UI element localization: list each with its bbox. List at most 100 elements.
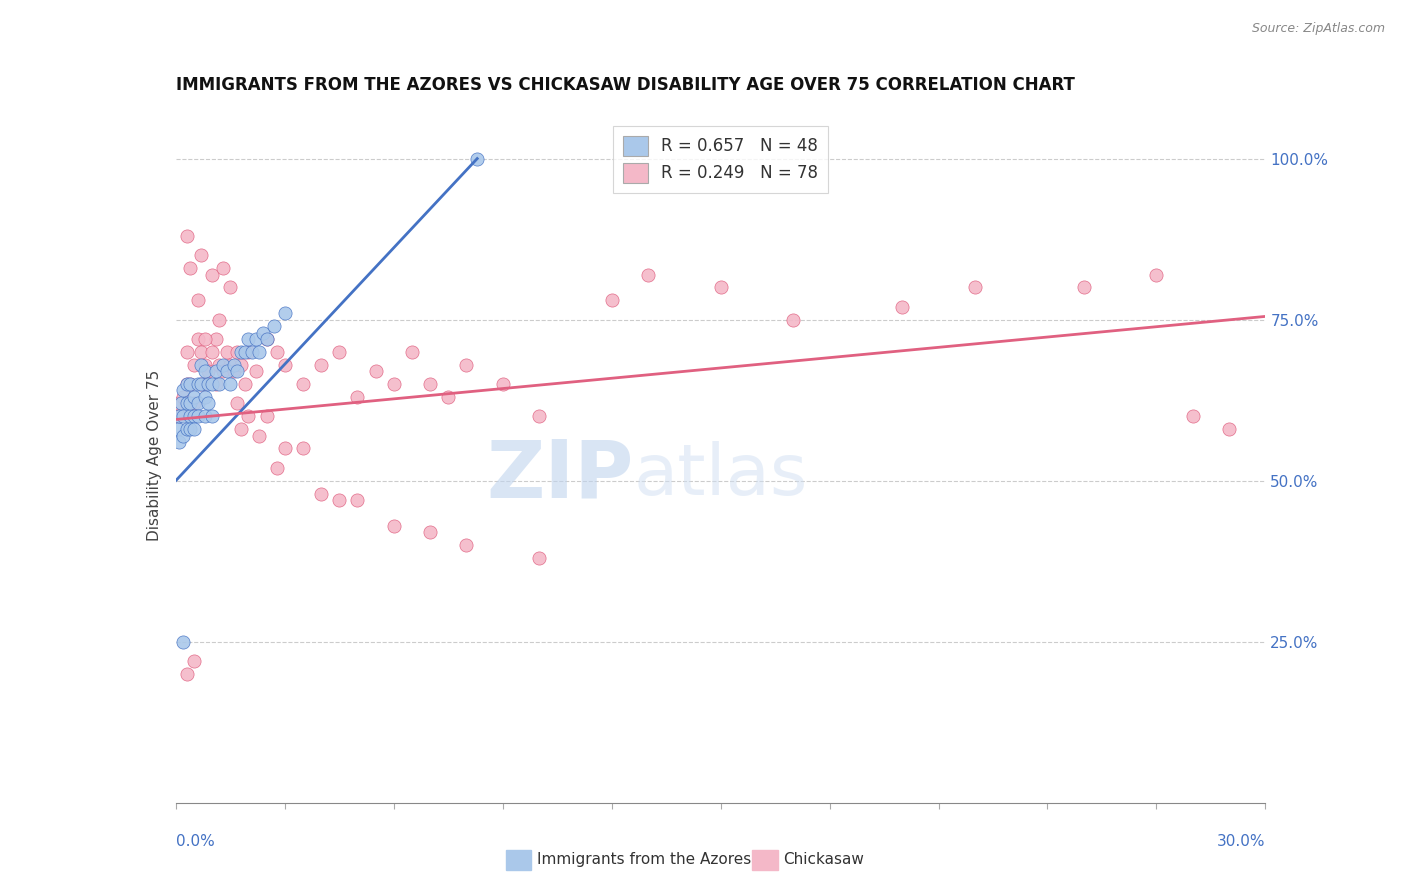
- Point: [172, 428, 194, 442]
- Point: [219, 280, 242, 294]
- Point: [204, 332, 226, 346]
- Point: [179, 409, 201, 424]
- Point: [492, 377, 515, 392]
- Point: [183, 654, 205, 668]
- Point: [963, 280, 986, 294]
- Point: [186, 293, 209, 308]
- Legend: R = 0.657   N = 48, R = 0.249   N = 78: R = 0.657 N = 48, R = 0.249 N = 78: [613, 126, 828, 194]
- Point: [401, 344, 423, 359]
- Point: [419, 377, 441, 392]
- Point: [197, 364, 219, 378]
- Point: [274, 306, 297, 320]
- Point: [456, 538, 478, 552]
- Point: [190, 344, 212, 359]
- Point: [169, 409, 191, 424]
- Point: [197, 396, 219, 410]
- Point: [190, 248, 212, 262]
- Point: [328, 493, 350, 508]
- Point: [169, 409, 191, 424]
- Point: [179, 396, 201, 410]
- Point: [1181, 409, 1204, 424]
- Point: [204, 364, 226, 378]
- Point: [208, 358, 231, 372]
- Point: [419, 525, 441, 540]
- Point: [194, 332, 217, 346]
- Point: [240, 344, 263, 359]
- Point: [247, 344, 270, 359]
- Point: [256, 332, 278, 346]
- Point: [190, 377, 212, 392]
- Point: [600, 293, 623, 308]
- Point: [215, 344, 238, 359]
- Point: [166, 422, 188, 436]
- Point: [247, 428, 270, 442]
- Point: [172, 409, 194, 424]
- Point: [179, 377, 201, 392]
- Point: [201, 344, 224, 359]
- Point: [212, 358, 235, 372]
- Point: [201, 377, 224, 392]
- Point: [891, 300, 914, 314]
- Point: [186, 396, 209, 410]
- Point: [186, 332, 209, 346]
- Point: [169, 435, 191, 450]
- Point: [364, 364, 387, 378]
- Point: [252, 326, 274, 340]
- Point: [291, 442, 314, 456]
- Point: [194, 358, 217, 372]
- Point: [226, 396, 249, 410]
- Point: [219, 377, 242, 392]
- Point: [166, 396, 188, 410]
- Point: [183, 422, 205, 436]
- Point: [176, 377, 198, 392]
- Point: [201, 268, 224, 282]
- Point: [782, 312, 804, 326]
- Point: [222, 358, 245, 372]
- Point: [183, 390, 205, 404]
- Point: [456, 358, 478, 372]
- Point: [274, 358, 297, 372]
- Point: [382, 377, 405, 392]
- Text: 30.0%: 30.0%: [1218, 834, 1265, 849]
- Point: [291, 377, 314, 392]
- Text: 0.0%: 0.0%: [176, 834, 215, 849]
- Point: [226, 364, 249, 378]
- Point: [266, 344, 288, 359]
- Point: [172, 634, 194, 648]
- Point: [183, 358, 205, 372]
- Point: [176, 396, 198, 410]
- Point: [465, 152, 488, 166]
- Text: atlas: atlas: [633, 442, 808, 510]
- Point: [238, 344, 260, 359]
- Point: [328, 344, 350, 359]
- Point: [231, 344, 253, 359]
- Point: [245, 364, 267, 378]
- Text: ZIP: ZIP: [486, 437, 633, 515]
- Y-axis label: Disability Age Over 75: Disability Age Over 75: [146, 369, 162, 541]
- Point: [231, 358, 253, 372]
- Point: [245, 332, 267, 346]
- Point: [527, 551, 550, 566]
- Point: [1073, 280, 1095, 294]
- Point: [233, 377, 256, 392]
- Point: [710, 280, 733, 294]
- Point: [256, 409, 278, 424]
- Point: [190, 377, 212, 392]
- Point: [179, 261, 201, 276]
- Point: [186, 409, 209, 424]
- Point: [233, 344, 256, 359]
- Point: [1146, 268, 1168, 282]
- Point: [231, 422, 253, 436]
- Point: [186, 377, 209, 392]
- Point: [527, 409, 550, 424]
- Point: [346, 390, 368, 404]
- Point: [1218, 422, 1240, 436]
- Point: [194, 409, 217, 424]
- Point: [201, 409, 224, 424]
- Point: [274, 442, 297, 456]
- Point: [179, 377, 201, 392]
- Point: [204, 377, 226, 392]
- Point: [219, 358, 242, 372]
- Point: [263, 319, 285, 334]
- Point: [382, 518, 405, 533]
